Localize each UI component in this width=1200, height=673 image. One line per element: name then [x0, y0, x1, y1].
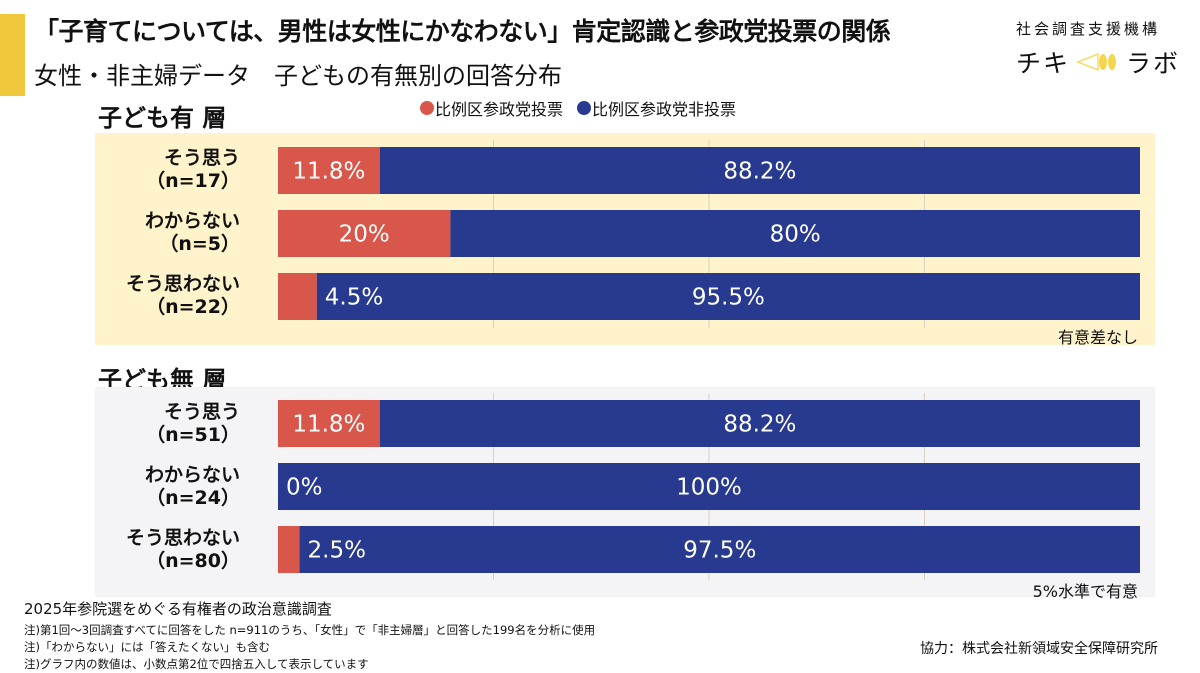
row-label: わからない （n=5） — [80, 210, 240, 256]
n-label: （n=22） — [146, 296, 240, 318]
panel-title-with-children: 子ども有 層 — [98, 104, 227, 132]
legend-label-not-voted: 比例区参政党非投票 — [592, 100, 737, 119]
category-label: そう思う — [163, 147, 240, 169]
source-title: 2025年参院選をめぐる有権者の政治意識調査 — [24, 600, 332, 618]
footnote: 注)「わからない」には「答えたくない」も含む — [24, 640, 270, 654]
n-label: （n=24） — [146, 487, 240, 509]
n-label: （n=17） — [146, 170, 240, 192]
row-label: そう思わない （n=80） — [80, 527, 240, 573]
row-label: そう思わない （n=22） — [80, 273, 240, 319]
legend-item-not-voted: 比例区参政党非投票 — [577, 96, 736, 120]
chart-title: 「子育てについては、男性は女性にかなわない」肯定認識と参政党投票の関係 — [34, 17, 891, 46]
n-label: （n=51） — [146, 424, 240, 446]
legend-label-voted: 比例区参政党投票 — [435, 100, 564, 119]
n-label: （n=80） — [146, 550, 240, 572]
chart-subtitle: 女性・非主婦データ 子どもの有無別の回答分布 — [34, 62, 562, 90]
category-label: そう思わない — [125, 527, 240, 549]
category-label: そう思う — [163, 401, 240, 423]
significance-note-with-children: 有意差なし — [1057, 328, 1138, 347]
significance-note-without-children: 5%水準で有意 — [1032, 582, 1138, 601]
footnote: 注)グラフ内の数値は、小数点第2位で四捨五入して表示しています — [24, 657, 369, 671]
panel-without-children — [95, 387, 1155, 597]
megaphone-icon — [1075, 52, 1117, 72]
credit: 協力：株式会社新領域安全保障研究所 — [920, 641, 1158, 657]
logo-name-left: チキ — [1016, 49, 1071, 78]
category-label: わからない — [144, 464, 240, 486]
logo-org-name: 社会調査支援機構 — [1016, 20, 1161, 38]
row-label: そう思う （n=51） — [80, 401, 240, 447]
footnote: 注)第1回～3回調査すべてに回答をした n=911のうち、「女性」で「非主婦層」… — [24, 623, 596, 637]
accent-bar — [0, 14, 25, 96]
legend-swatch-voted — [420, 101, 434, 115]
row-label: そう思う （n=17） — [80, 147, 240, 193]
category-label: そう思わない — [125, 273, 240, 295]
legend-item-voted: 比例区参政党投票 — [420, 96, 563, 120]
panel-with-children — [95, 133, 1155, 345]
category-label: わからない — [144, 210, 240, 232]
n-label: （n=5） — [159, 233, 240, 255]
logo: チキ ラボ — [1016, 44, 1180, 80]
row-label: わからない （n=24） — [80, 464, 240, 510]
logo-name-right: ラボ — [1126, 49, 1181, 78]
legend-swatch-not-voted — [577, 101, 592, 115]
legend: 比例区参政党投票 比例区参政党非投票 — [420, 96, 736, 120]
